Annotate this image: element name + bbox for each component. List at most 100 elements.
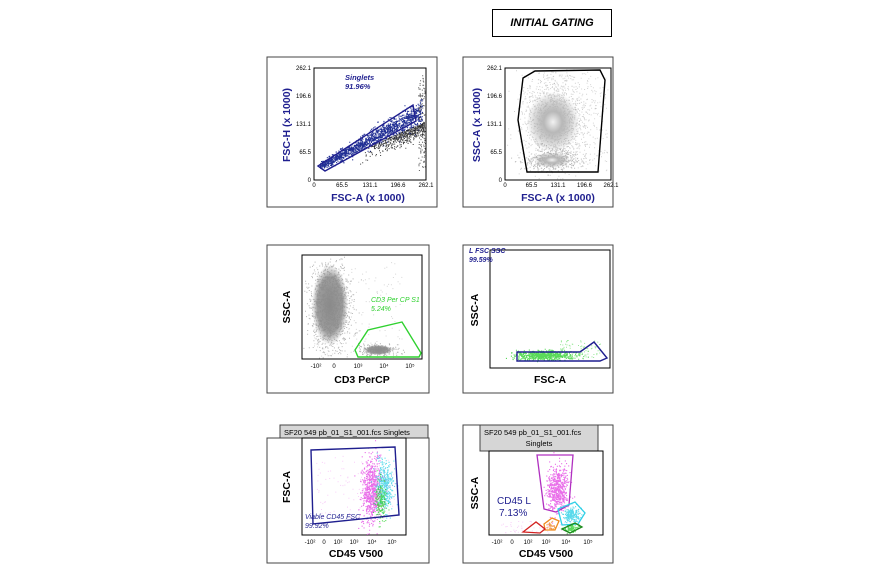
singlets-gate (316, 103, 417, 172)
y-tick-labels: 0 65.5 131.1 196.6 262.1 (487, 66, 503, 184)
tick-label: 131.1 (362, 183, 378, 189)
tick-label: 0 (322, 540, 326, 546)
viable-cd45-gate (310, 446, 400, 525)
file-label: SF20 549 pb_01_S1_001.fcs (484, 428, 581, 437)
event-dots (543, 452, 576, 524)
tick-label: 65.5 (526, 183, 538, 189)
file-label-population: Singlets (526, 439, 553, 448)
x-axis-label: CD45 V500 (329, 548, 383, 560)
tick-label: 10⁵ (405, 363, 415, 370)
tick-label: 0 (499, 178, 503, 184)
y-axis-label: FSC-A (281, 471, 293, 503)
tick-label: 196.6 (390, 183, 406, 189)
tick-label: 10⁵ (387, 539, 397, 546)
tick-label: 196.6 (296, 94, 312, 100)
tick-label: 262.1 (296, 66, 312, 72)
tick-label: 10⁴ (367, 539, 377, 546)
gate-percent: 99.92% (305, 523, 329, 530)
event-dots (511, 143, 598, 176)
event-dots (560, 503, 583, 526)
tick-label: 131.1 (296, 122, 312, 128)
panel-fsc-ssc: 0 65.5 131.1 196.6 262.1 0 65.5 131.1 196.6 262.… (462, 56, 619, 208)
cd3-negative-cluster (312, 265, 348, 345)
panel-frame (266, 244, 430, 394)
gate-name: CD45 L (497, 496, 531, 507)
x-tick-labels: -10² 0 10² 10³ 10⁴ 10⁵ (305, 539, 397, 546)
x-axis-label: FSC-A (x 1000) (331, 192, 405, 204)
panel-cd45-fsc: SF20 549 pb_01_S1_001.fcs Singlets Viabl… (266, 424, 430, 564)
panel-cd45-ssc: SF20 549 pb_01_S1_001.fcs Singlets CD45 … (462, 424, 614, 564)
x-axis-label: FSC-A (x 1000) (521, 192, 595, 204)
gate-percent: 99.59% (469, 257, 494, 264)
panel-frame (462, 424, 614, 564)
y-axis-label: SSC-A (x 1000) (471, 88, 483, 162)
y-axis-label: SSC-A (469, 476, 481, 509)
plot-area (488, 450, 604, 536)
tick-label: -10² (492, 540, 503, 546)
x-axis-label: CD45 V500 (519, 548, 573, 560)
tick-label: 10³ (354, 364, 363, 370)
tick-label: 196.6 (577, 183, 593, 189)
tick-label: 10² (524, 540, 533, 546)
x-tick-labels: 0 65.5 131.1 196.6 262.1 (312, 183, 434, 189)
granulocyte-cluster (527, 92, 579, 152)
event-dots (373, 470, 390, 528)
l-fsc-ssc-gate (516, 341, 609, 362)
y-axis-label: SSC-A (469, 293, 481, 326)
x-axis-label: CD3 PerCP (334, 374, 389, 386)
tick-label: 65.5 (299, 150, 311, 156)
tick-label: 10³ (542, 540, 551, 546)
x-axis-label: FSC-A (534, 374, 566, 386)
tick-label: 65.5 (336, 183, 348, 189)
monocyte-gate (557, 501, 586, 526)
red-gate (521, 521, 547, 534)
cd45-population (316, 440, 399, 535)
panel-cd3-ssc: CD3 Per CP S1 5.24% -10² 0 10³ 10⁴ 10⁵ CD3 P… (266, 244, 430, 394)
event-dots (418, 75, 426, 171)
y-axis-label: FSC-H (x 1000) (281, 88, 293, 162)
tick-label: 10² (334, 540, 343, 546)
event-dots (320, 99, 423, 170)
tick-label: 131.1 (550, 183, 566, 189)
lymphocyte-cluster (534, 152, 570, 168)
panel-frame (462, 244, 614, 394)
tick-label: 0 (308, 178, 312, 184)
event-dots (354, 440, 388, 535)
lymphocyte-gate (560, 522, 584, 534)
gate-percent: 5.24% (371, 306, 391, 313)
tick-label: 10⁵ (583, 539, 593, 546)
x-tick-labels: 0 65.5 131.1 196.6 262.1 (503, 183, 619, 189)
tick-label: 10⁴ (561, 539, 571, 546)
tick-label: -10² (311, 364, 322, 370)
file-label: SF20 549 pb_01_S1_001.fcs Singlets (284, 428, 410, 437)
cd3-positive-cluster (364, 345, 392, 355)
tick-label: 0 (312, 183, 316, 189)
x-tick-labels: -10² 0 10³ 10⁴ 10⁵ (311, 363, 415, 370)
tick-label: 65.5 (490, 150, 502, 156)
gate-name: L FSC SSC (469, 248, 506, 255)
tick-label: 10⁴ (379, 363, 389, 370)
event-dots (370, 449, 399, 519)
tick-label: 262.1 (603, 183, 619, 189)
x-tick-labels: -10² 0 10² 10³ 10⁴ 10⁵ (492, 539, 593, 546)
tick-label: 196.6 (487, 94, 503, 100)
granulocyte-gate (536, 454, 574, 513)
tick-label: 10³ (350, 540, 359, 546)
event-dots (505, 348, 589, 363)
cd3-gate (354, 321, 422, 358)
y-tick-labels: 0 65.5 131.1 196.6 262.1 (296, 66, 312, 184)
tick-label: 262.1 (418, 183, 434, 189)
singlets-population (320, 75, 426, 171)
cells-gate (517, 69, 606, 173)
gate-name: Singlets (345, 73, 374, 82)
y-axis-label: SSC-A (281, 290, 293, 323)
gate-percent: 91.96% (345, 82, 371, 91)
tick-label: 262.1 (487, 66, 503, 72)
tick-label: 0 (503, 183, 507, 189)
panel-frame (266, 56, 438, 208)
panel-l-fsc-ssc: L FSC SSC 99.59% FSC-A SSC-A (462, 244, 614, 394)
event-dots (546, 520, 556, 530)
tick-label: 0 (332, 364, 336, 370)
panel-frame (462, 56, 614, 208)
